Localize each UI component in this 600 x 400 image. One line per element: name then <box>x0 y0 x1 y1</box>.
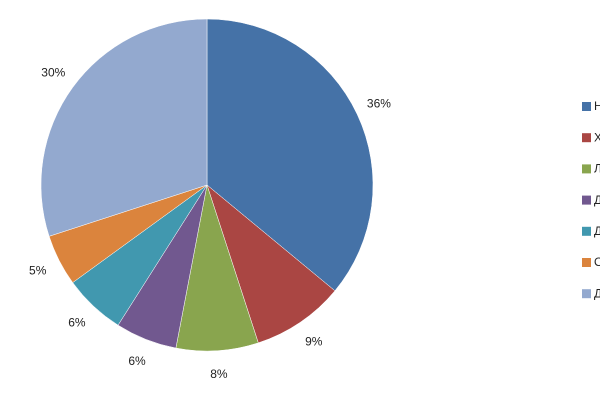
legend-swatch <box>582 289 591 299</box>
legend-label: Д <box>594 193 600 207</box>
legend-label: Х <box>594 130 600 144</box>
data-label: 5% <box>29 263 47 277</box>
data-label: 9% <box>305 334 323 348</box>
legend-label: Д <box>594 286 600 300</box>
data-label: 8% <box>210 367 228 381</box>
legend-label: Л <box>594 162 600 176</box>
legend-swatch <box>582 226 591 236</box>
legend-swatch <box>582 133 591 143</box>
legend-swatch <box>582 195 591 205</box>
data-label: 6% <box>128 354 146 368</box>
pie-slice <box>206 18 374 292</box>
pie-slice <box>206 184 336 344</box>
pie-slice <box>40 18 208 237</box>
data-label: 6% <box>68 316 86 330</box>
legend-swatch <box>582 102 591 111</box>
legend-label: Д <box>594 224 600 238</box>
legend-label: О <box>594 255 600 269</box>
data-label: 36% <box>367 96 391 110</box>
data-label: 30% <box>41 65 65 79</box>
legend-swatch <box>582 164 591 174</box>
legend-label: Н <box>594 99 600 113</box>
legend-swatch <box>582 258 591 267</box>
